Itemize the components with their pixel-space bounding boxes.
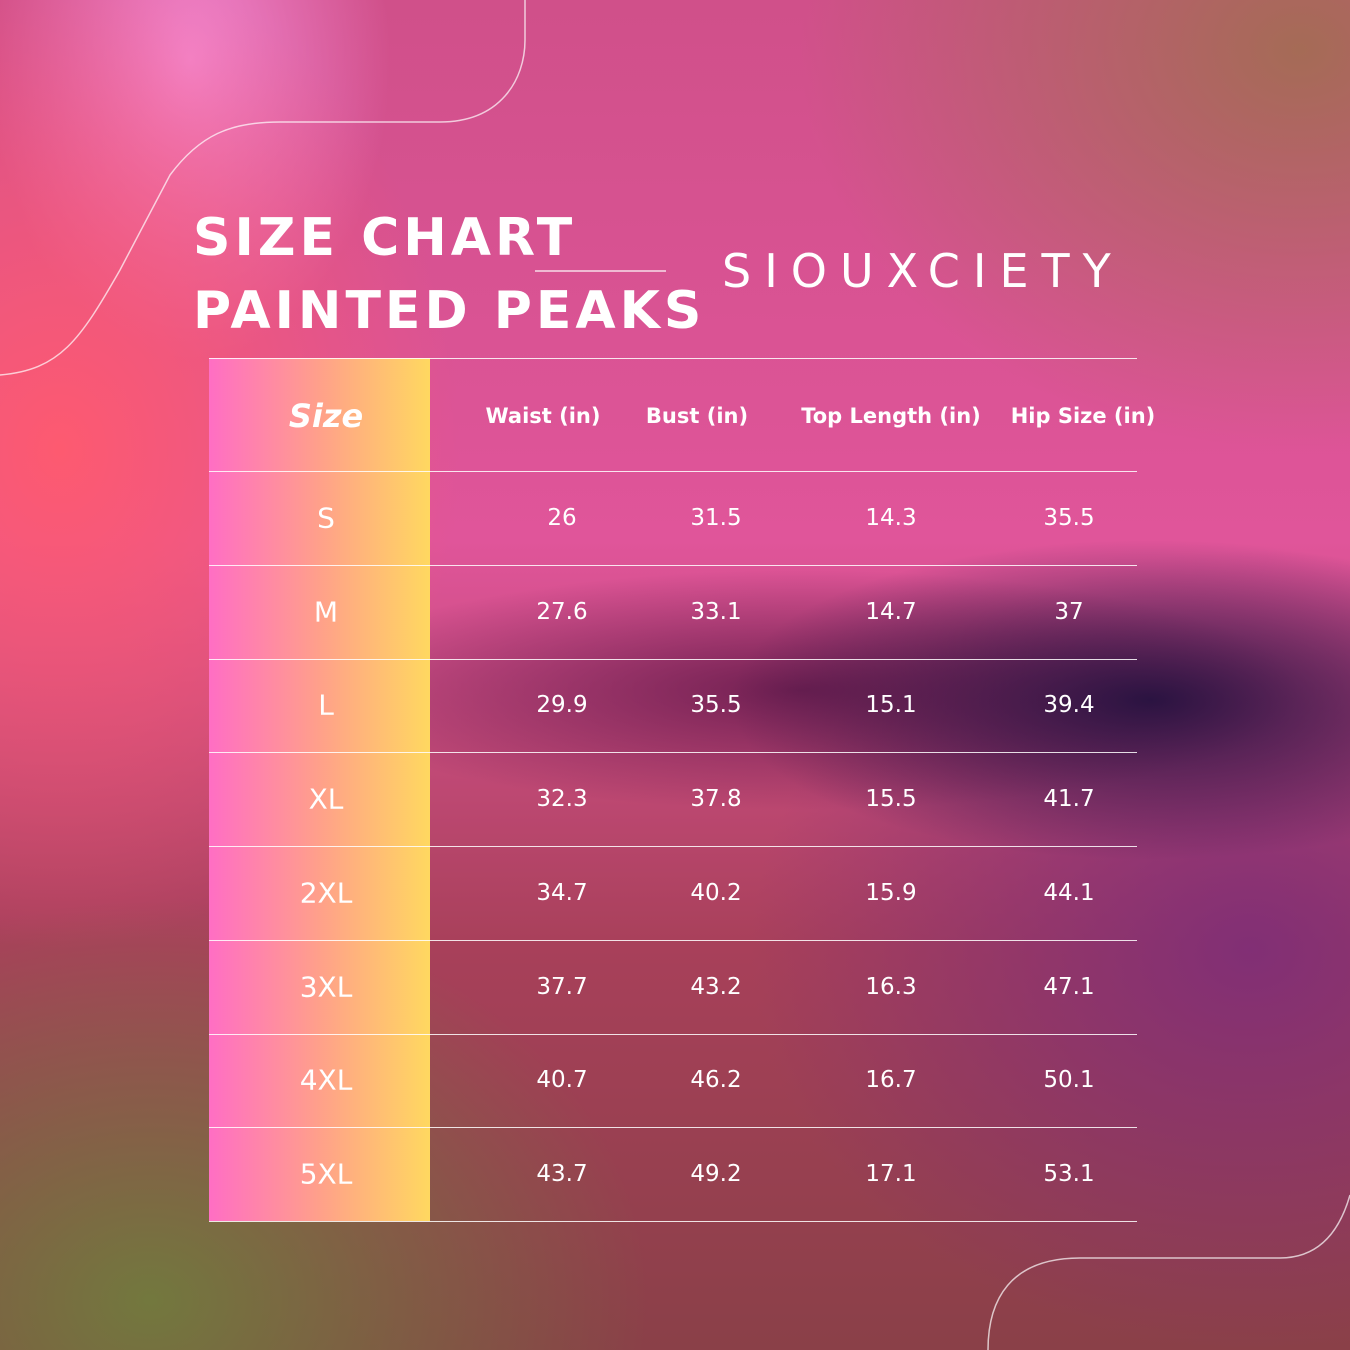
size-label: XL xyxy=(308,782,344,816)
measurement: 47.1 xyxy=(1043,973,1095,1000)
brand-logo: SIOUXCIETY xyxy=(722,244,1124,298)
measurement: 16.3 xyxy=(865,973,917,1000)
measurement: 14.7 xyxy=(865,598,917,625)
size-label: S xyxy=(317,501,335,535)
size-label: 2XL xyxy=(299,876,353,910)
measurement: 29.9 xyxy=(536,692,588,719)
column-header: Bust (in) xyxy=(645,404,749,428)
curve xyxy=(0,0,526,376)
measurement: 17.1 xyxy=(865,1161,917,1188)
measurement: 31.5 xyxy=(690,504,742,531)
row-divider xyxy=(209,1221,1137,1222)
size-label: 3XL xyxy=(299,970,353,1004)
size-label: M xyxy=(313,595,339,629)
row-divider xyxy=(209,752,1137,754)
measurement: 50.1 xyxy=(1043,1067,1095,1094)
measurement: 35.5 xyxy=(690,692,742,719)
row-divider xyxy=(209,471,1137,472)
size-label: 4XL xyxy=(299,1063,353,1097)
size-column-bg xyxy=(209,358,430,1221)
measurement: 34.7 xyxy=(536,879,588,906)
column-header: Waist (in) xyxy=(485,404,601,428)
row-divider xyxy=(209,658,1137,660)
size-label: L xyxy=(318,688,334,722)
measurement: 46.2 xyxy=(690,1067,742,1094)
column-header: Size xyxy=(288,397,364,435)
measurement: 41.7 xyxy=(1043,786,1095,813)
measurement: 27.6 xyxy=(536,598,588,625)
measurement: 26 xyxy=(547,504,577,531)
measurement: 40.7 xyxy=(536,1067,588,1094)
column-header: Hip Size (in) xyxy=(1010,404,1156,428)
measurement: 49.2 xyxy=(690,1161,742,1188)
row-divider xyxy=(209,846,1137,847)
column-header: Top Length (in) xyxy=(801,404,981,428)
measurement: 39.4 xyxy=(1043,692,1095,719)
curve xyxy=(987,1194,1350,1350)
measurement: 44.1 xyxy=(1043,879,1095,906)
subtitle: PAINTED PEAKS xyxy=(193,281,706,341)
measurement: 15.1 xyxy=(865,692,917,719)
measurement: 43.7 xyxy=(536,1161,588,1188)
measurement: 14.3 xyxy=(865,504,917,531)
measurement: 43.2 xyxy=(690,973,742,1000)
measurement: 53.1 xyxy=(1043,1161,1095,1188)
measurement: 40.2 xyxy=(690,879,742,906)
measurement: 16.7 xyxy=(865,1067,917,1094)
measurement: 32.3 xyxy=(536,786,588,813)
measurement: 37 xyxy=(1054,598,1084,625)
measurement: 37.7 xyxy=(536,973,588,1000)
row-divider xyxy=(209,1127,1137,1129)
measurement: 15.9 xyxy=(865,879,917,906)
size-label: 5XL xyxy=(299,1157,353,1191)
title: SIZE CHART xyxy=(193,208,577,268)
measurement: 35.5 xyxy=(1043,504,1095,531)
measurement: 33.1 xyxy=(690,598,742,625)
measurement: 37.8 xyxy=(690,786,742,813)
row-divider xyxy=(209,1033,1137,1035)
row-divider xyxy=(209,564,1137,566)
row-divider xyxy=(209,939,1137,941)
measurement: 15.5 xyxy=(865,786,917,813)
row-divider xyxy=(209,358,1137,359)
